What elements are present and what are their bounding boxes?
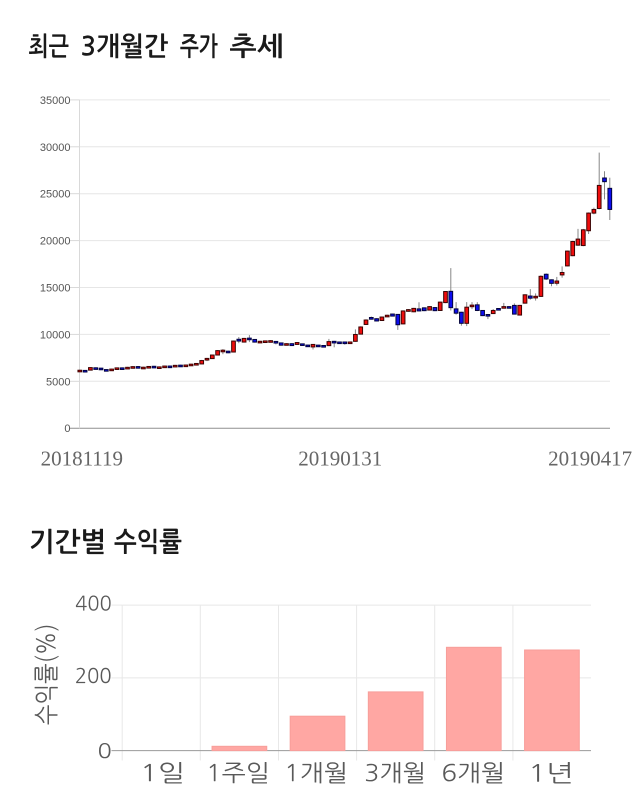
- svg-text:20190417: 20190417: [548, 447, 632, 471]
- svg-text:0: 0: [64, 423, 70, 435]
- svg-text:10000: 10000: [40, 329, 71, 341]
- svg-text:15000: 15000: [40, 283, 71, 295]
- svg-text:25000: 25000: [40, 189, 71, 201]
- svg-text:20181119: 20181119: [41, 447, 123, 471]
- svg-text:20190131: 20190131: [298, 447, 382, 471]
- svg-text:20000: 20000: [40, 236, 71, 248]
- svg-text:5000: 5000: [46, 376, 70, 388]
- svg-text:35000: 35000: [40, 95, 71, 107]
- svg-text:30000: 30000: [40, 142, 71, 154]
